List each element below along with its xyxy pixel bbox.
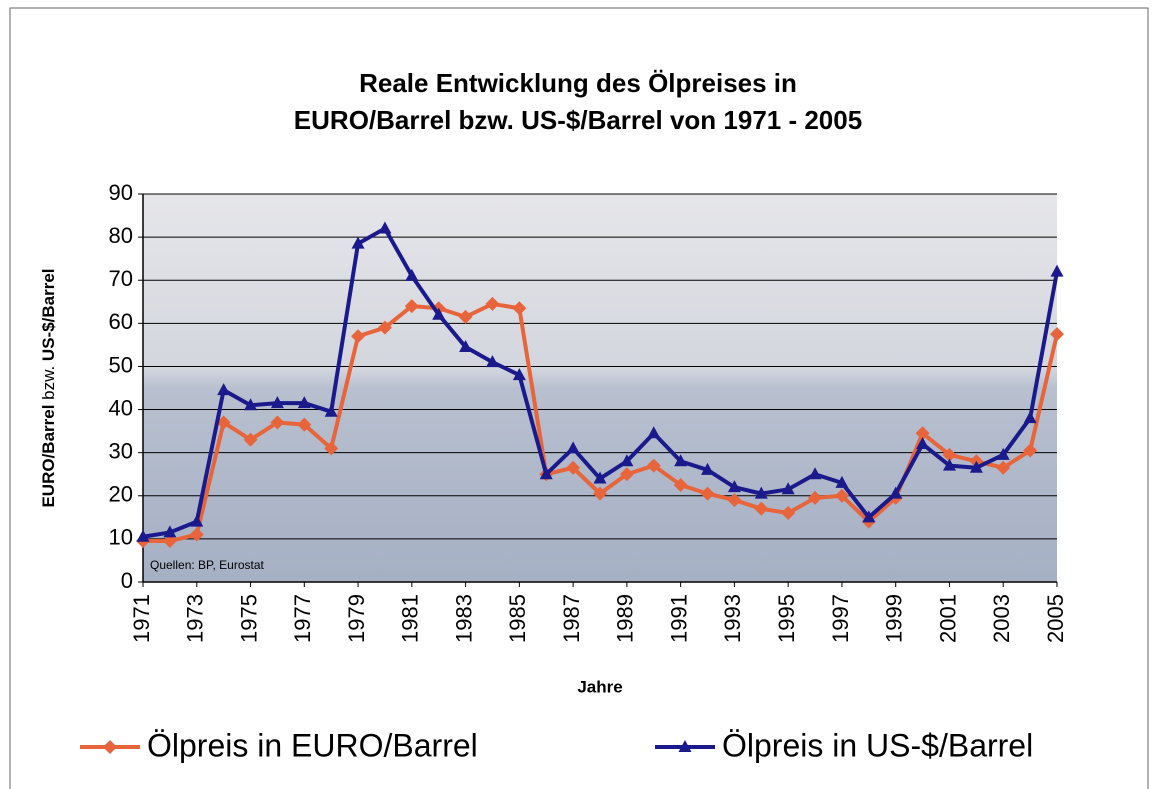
legend-label: Ölpreis in US-$/Barrel bbox=[722, 727, 1033, 763]
y-tick-label: 40 bbox=[109, 395, 133, 420]
x-tick-label: 1993 bbox=[720, 594, 745, 643]
x-tick-label: 1991 bbox=[666, 594, 691, 643]
x-axis-label: Jahre bbox=[577, 677, 622, 696]
x-tick-label: 1977 bbox=[290, 594, 315, 643]
y-tick-label: 70 bbox=[109, 266, 133, 291]
x-tick-label: 1979 bbox=[344, 594, 369, 643]
y-axis-label-part: bzw. bbox=[39, 366, 58, 400]
y-tick-label: 20 bbox=[109, 482, 133, 507]
y-tick-label: 10 bbox=[109, 525, 133, 550]
chart: Reale Entwicklung des Ölpreises in EURO/… bbox=[0, 0, 1157, 789]
legend-label: Ölpreis in EURO/Barrel bbox=[147, 727, 478, 763]
y-tick-label: 60 bbox=[109, 309, 133, 334]
legend-marker bbox=[103, 740, 117, 754]
x-tick-label: 1973 bbox=[183, 594, 208, 643]
x-tick-label: 1981 bbox=[398, 594, 423, 643]
annotation: Quellen: BP, Eurostat bbox=[150, 558, 265, 572]
chart-title: Reale Entwicklung des Ölpreises in bbox=[359, 68, 797, 98]
y-tick-label: 30 bbox=[109, 438, 133, 463]
x-tick-label: 1989 bbox=[613, 594, 638, 643]
chart-title: EURO/Barrel bzw. US-$/Barrel von 1971 - … bbox=[294, 105, 862, 135]
x-tick-label: 1975 bbox=[236, 594, 261, 643]
x-tick-label: 1983 bbox=[451, 594, 476, 643]
x-tick-label: 1985 bbox=[505, 594, 530, 643]
x-tick-label: 1997 bbox=[828, 594, 853, 643]
y-axis-label-part: US-$/Barrel bbox=[39, 268, 58, 361]
x-tick-label: 1995 bbox=[774, 594, 799, 643]
y-tick-label: 0 bbox=[121, 568, 133, 593]
y-axis-label: EURO/Barrel bzw. US-$/Barrel bbox=[39, 268, 58, 507]
y-tick-label: 80 bbox=[109, 223, 133, 248]
y-tick-label: 90 bbox=[109, 180, 133, 205]
x-tick-label: 2001 bbox=[935, 594, 960, 643]
y-tick-label: 50 bbox=[109, 352, 133, 377]
y-axis-label-part: EURO/Barrel bbox=[39, 405, 58, 508]
x-tick-label: 1987 bbox=[559, 594, 584, 643]
x-tick-label: 2005 bbox=[1043, 594, 1068, 643]
x-tick-label: 1971 bbox=[129, 594, 154, 643]
plot-background bbox=[143, 194, 1057, 582]
x-tick-label: 2003 bbox=[989, 594, 1014, 643]
x-tick-label: 1999 bbox=[882, 594, 907, 643]
